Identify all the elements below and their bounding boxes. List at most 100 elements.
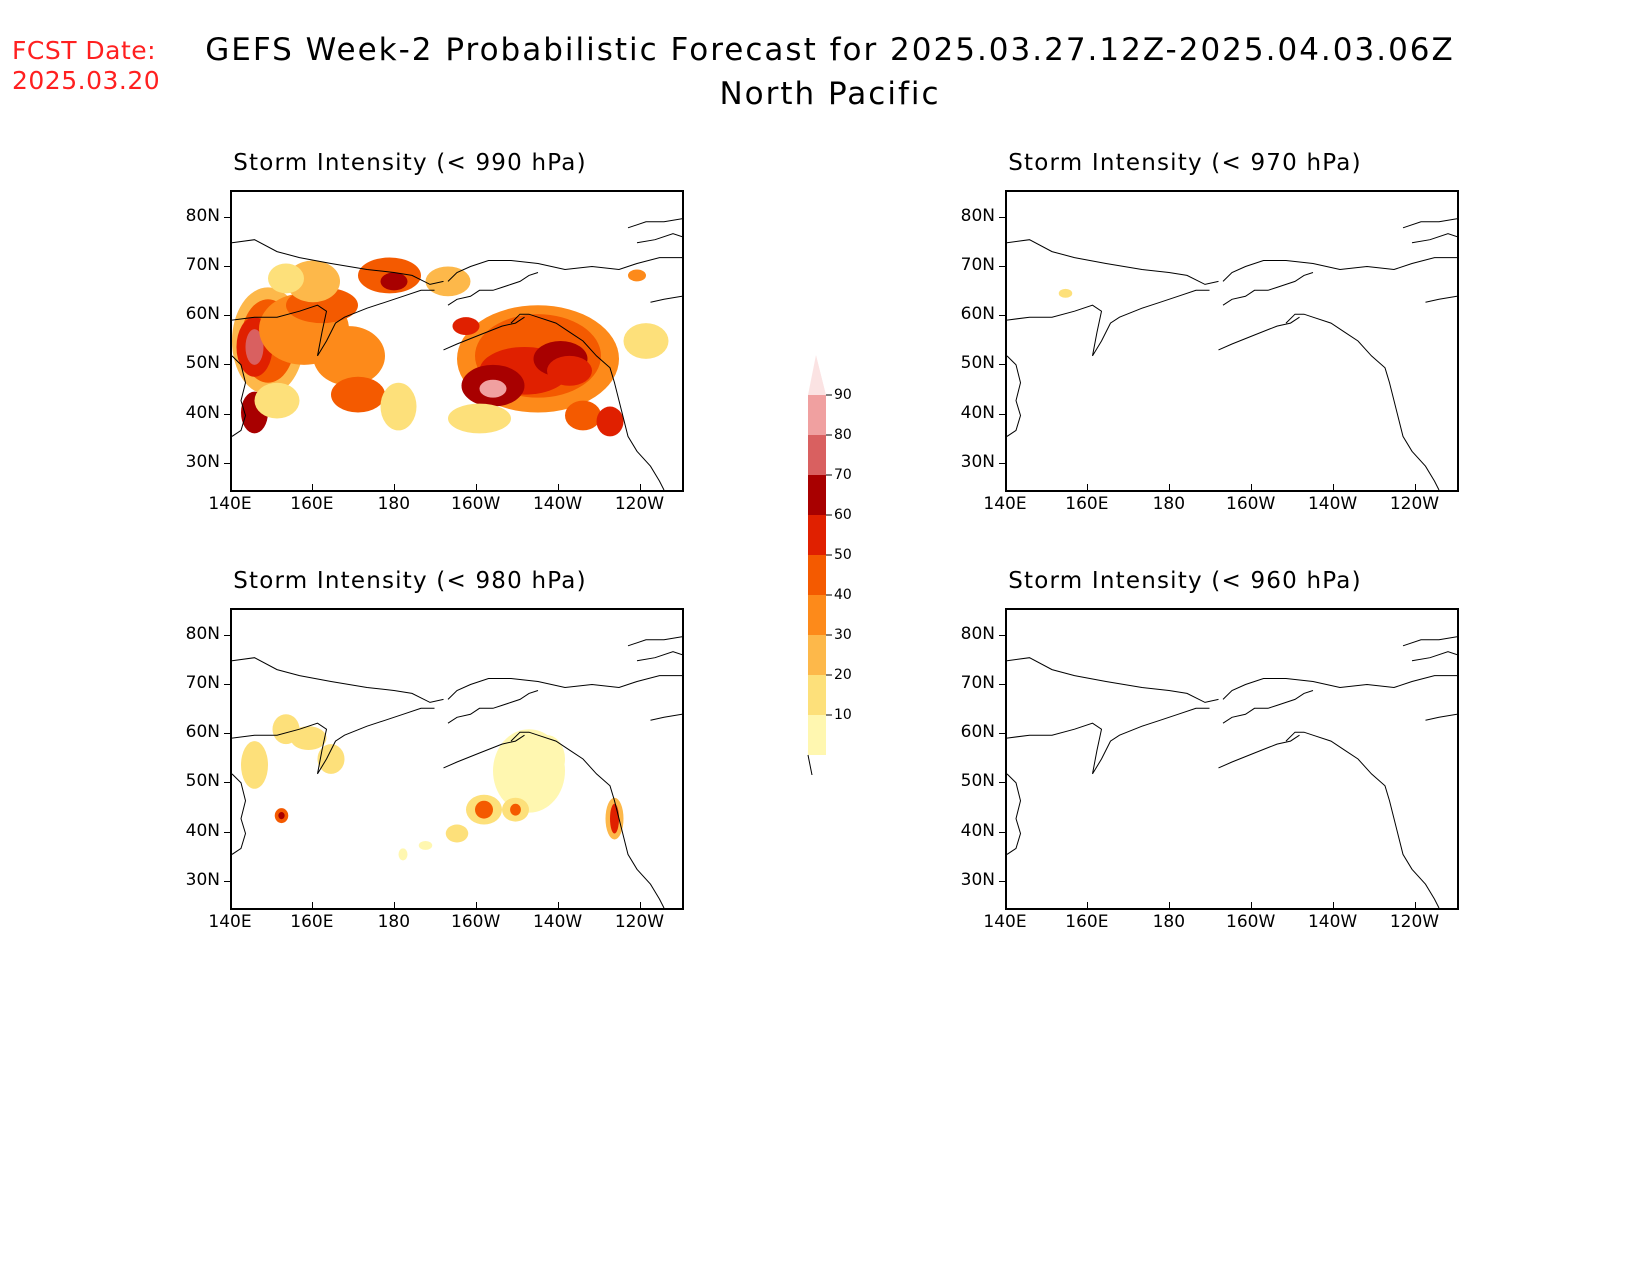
- lon-tick: [639, 484, 641, 490]
- longitude-label: 160W: [451, 912, 501, 932]
- colorbar-level-label: 60: [834, 507, 852, 523]
- longitude-label: 160W: [451, 494, 501, 514]
- coastline: [447, 690, 539, 724]
- lon-tick: [230, 902, 231, 908]
- probability-contour: [380, 382, 417, 431]
- probability-contour: [290, 726, 327, 751]
- probability-contour: [1058, 288, 1073, 298]
- probability-contour: [268, 263, 304, 294]
- panel-title: Storm Intensity (< 970 hPa): [1008, 150, 1362, 176]
- lon-tick: [1414, 484, 1416, 490]
- coastline: [232, 707, 435, 775]
- map-frame: [230, 190, 684, 492]
- colorbar-segment: [808, 715, 826, 755]
- lat-tick: [224, 315, 230, 317]
- longitude-label: 140E: [208, 494, 252, 514]
- latitude-label: 80N: [185, 623, 220, 644]
- coastline: [1285, 731, 1440, 908]
- coastline: [1007, 239, 1219, 285]
- lat-tick: [999, 265, 1005, 267]
- coastline: [1425, 295, 1457, 303]
- lat-tick: [224, 683, 230, 685]
- colorbar-segment: [808, 515, 826, 555]
- colorbar-level-label: 90: [834, 387, 852, 403]
- lon-tick: [639, 902, 641, 908]
- longitude-label: 120W: [614, 912, 665, 932]
- latitude-label: 50N: [185, 771, 220, 792]
- lon-tick: [1168, 484, 1170, 490]
- lon-tick: [1005, 484, 1006, 490]
- latitude-label: 50N: [960, 353, 995, 374]
- probability-map: [232, 218, 682, 490]
- probability-contour: [313, 326, 385, 386]
- probability-contour: [596, 406, 624, 437]
- colorbar-level-label: 40: [834, 587, 852, 603]
- coastline: [1402, 218, 1457, 229]
- forecast-date-label: FCST Date: 2025.03.20: [12, 36, 160, 96]
- panel-title: Storm Intensity (< 960 hPa): [1008, 568, 1362, 594]
- probability-contour: [610, 803, 619, 834]
- coastline: [1218, 734, 1300, 769]
- longitude-label: 140E: [983, 494, 1027, 514]
- lat-tick: [999, 831, 1005, 833]
- coastline: [1411, 233, 1457, 244]
- longitude-label: 120W: [1389, 494, 1440, 514]
- coastline: [1222, 690, 1314, 724]
- coastline: [636, 651, 682, 662]
- latitude-label: 30N: [960, 869, 995, 890]
- latitude-label: 30N: [185, 451, 220, 472]
- probability-contour: [547, 355, 592, 386]
- panel-title: Storm Intensity (< 990 hPa): [233, 150, 587, 176]
- latitude-label: 40N: [185, 820, 220, 841]
- latitude-label: 80N: [185, 205, 220, 226]
- coastline: [232, 773, 247, 855]
- probability-colorbar: 10 20 30 40 50 60 70 80 90: [806, 335, 866, 794]
- latitude-label: 70N: [960, 254, 995, 275]
- lat-tick: [999, 683, 1005, 685]
- coastline: [627, 218, 682, 229]
- latitude-label: 40N: [185, 402, 220, 423]
- longitude-label: 160E: [1065, 494, 1109, 514]
- lon-tick: [311, 484, 313, 490]
- fcst-date-caption: FCST Date:: [12, 36, 157, 65]
- panel-storm-970: Storm Intensity (< 970 hPa) 80N 70N 60N 50N…: [905, 150, 1465, 520]
- probability-contour: [479, 379, 507, 398]
- colorbar-segment: [808, 395, 826, 435]
- coastline: [1425, 713, 1457, 721]
- probability-contour: [510, 803, 521, 816]
- probability-contour: [628, 269, 646, 282]
- probability-contour: [452, 317, 480, 336]
- lon-tick: [475, 484, 477, 490]
- probability-contour: [529, 735, 565, 783]
- probability-contour: [398, 848, 408, 861]
- panel-storm-960: Storm Intensity (< 960 hPa) 80N 70N 60N 50N…: [905, 568, 1465, 938]
- lon-tick: [1250, 484, 1252, 490]
- coastline: [232, 239, 444, 285]
- probability-contour: [278, 812, 285, 820]
- probability-contour: [380, 272, 408, 291]
- lon-tick: [1005, 902, 1006, 908]
- coastline: [510, 731, 665, 908]
- longitude-label: 180: [377, 494, 411, 514]
- latitude-label: 40N: [960, 820, 995, 841]
- lat-tick: [224, 782, 230, 784]
- coastline: [1218, 316, 1300, 351]
- latitude-label: 60N: [185, 722, 220, 743]
- latitude-label: 30N: [185, 869, 220, 890]
- longitude-label: 140W: [532, 912, 583, 932]
- probability-map: [232, 636, 682, 908]
- lat-tick: [224, 733, 230, 735]
- panel-storm-990: Storm Intensity (< 990 hPa) 80N 70N 60N 50N…: [130, 150, 690, 520]
- lat-tick: [224, 364, 230, 366]
- longitude-label: 140W: [1307, 494, 1358, 514]
- lon-tick: [1086, 484, 1088, 490]
- lat-tick: [999, 634, 1005, 636]
- probability-contour: [317, 744, 345, 774]
- lon-tick: [1332, 484, 1334, 490]
- coastline: [650, 713, 682, 721]
- map-frame: [1005, 190, 1459, 492]
- colorbar-segment: [808, 635, 826, 675]
- latitude-label: 30N: [960, 451, 995, 472]
- lon-tick: [393, 902, 395, 908]
- coastline: [447, 272, 539, 306]
